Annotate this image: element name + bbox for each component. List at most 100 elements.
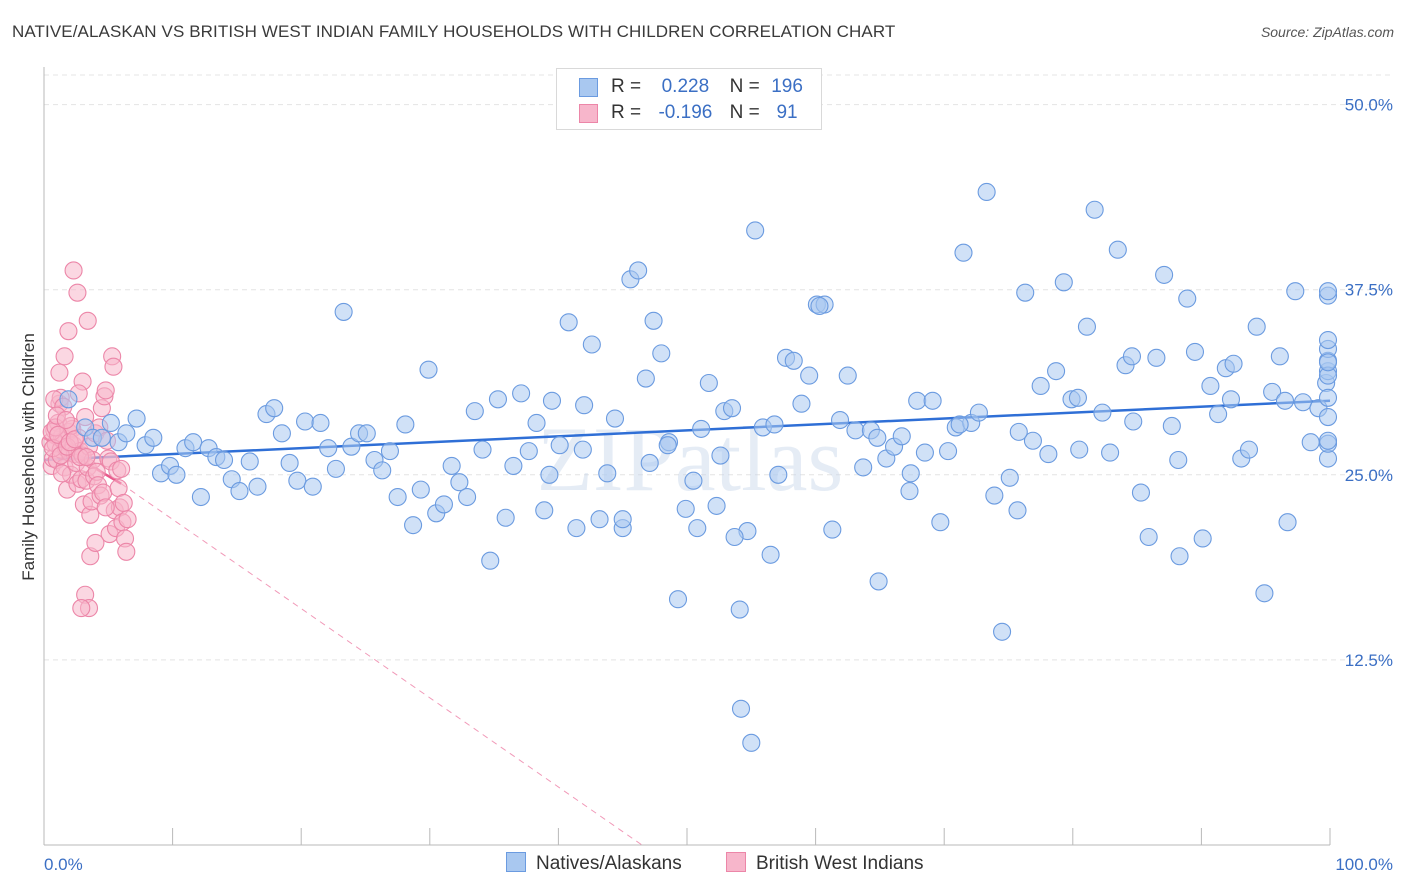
point-natives-alaskans <box>288 471 307 490</box>
point-natives-alaskans <box>901 464 920 483</box>
point-natives-alaskans <box>559 313 578 332</box>
legend-item-natives[interactable]: Natives/Alaskans <box>506 852 682 875</box>
point-natives-alaskans <box>117 424 136 443</box>
point-natives-alaskans <box>434 495 453 514</box>
point-natives-alaskans <box>550 436 569 455</box>
point-natives-alaskans <box>334 302 353 321</box>
point-natives-alaskans <box>810 296 829 316</box>
point-natives-alaskans <box>92 428 111 447</box>
y-tick-label: 50.0% <box>1345 96 1393 115</box>
point-natives-alaskans <box>1247 317 1266 336</box>
point-natives-alaskans <box>923 391 942 410</box>
point-natives-alaskans <box>636 369 655 388</box>
point-natives-alaskans <box>1162 416 1181 435</box>
y-tick-label: 25.0% <box>1345 466 1393 485</box>
x-tick-label-min: 0.0% <box>44 855 83 874</box>
point-natives-alaskans <box>1023 431 1042 450</box>
point-natives-alaskans <box>1301 433 1320 452</box>
point-natives-alaskans <box>1185 342 1205 361</box>
point-natives-alaskans <box>191 487 210 507</box>
point-natives-alaskans <box>711 446 730 465</box>
point-natives-alaskans <box>319 439 338 458</box>
grid-lines <box>44 74 1392 661</box>
series-natives-alaskans <box>59 182 1338 752</box>
point-natives-alaskans <box>1318 282 1338 301</box>
point-natives-alaskans <box>519 442 538 461</box>
legend-swatch-pink <box>579 104 598 123</box>
point-natives-alaskans <box>838 366 857 385</box>
legend-n-value: 91 <box>776 102 798 123</box>
point-natives-alaskans <box>707 496 726 515</box>
point-natives-alaskans <box>465 402 484 421</box>
point-natives-alaskans <box>1170 547 1189 566</box>
point-natives-alaskans <box>1008 501 1027 520</box>
stats-legend: R = 0.228 N = 196 R = -0.196 N = 91 <box>556 68 822 130</box>
point-natives-alaskans <box>931 513 950 532</box>
point-natives-alaskans <box>644 311 663 330</box>
point-natives-alaskans <box>640 453 659 473</box>
point-natives-alaskans <box>240 452 259 471</box>
legend-item-british[interactable]: British West Indians <box>726 852 924 875</box>
point-natives-alaskans <box>846 421 865 440</box>
point-natives-alaskans <box>311 413 330 433</box>
point-natives-alaskans <box>658 436 677 455</box>
point-natives-alaskans <box>342 437 361 456</box>
point-natives-alaskans <box>280 453 299 473</box>
point-natives-alaskans <box>144 428 163 447</box>
point-natives-alaskans <box>1278 513 1297 532</box>
point-natives-alaskans <box>1255 584 1274 603</box>
point-british-west-indians <box>77 447 96 467</box>
point-natives-alaskans <box>1122 347 1142 366</box>
point-british-west-indians <box>104 357 123 376</box>
point-british-west-indians <box>112 459 131 478</box>
point-natives-alaskans <box>800 366 819 385</box>
point-british-west-indians <box>50 363 69 382</box>
point-natives-alaskans <box>699 373 718 393</box>
point-natives-alaskans <box>326 459 345 478</box>
point-natives-alaskans <box>823 520 842 539</box>
point-natives-alaskans <box>684 471 703 490</box>
point-natives-alaskans <box>629 261 648 280</box>
point-natives-alaskans <box>357 424 376 443</box>
point-natives-alaskans <box>1239 440 1259 459</box>
point-natives-alaskans <box>167 465 186 484</box>
point-natives-alaskans <box>127 409 146 428</box>
point-natives-alaskans <box>993 622 1012 641</box>
point-natives-alaskans <box>540 465 559 484</box>
point-natives-alaskans <box>1275 391 1295 410</box>
point-natives-alaskans <box>977 182 996 202</box>
legend-label-british: British West Indians <box>756 853 924 874</box>
point-natives-alaskans <box>481 551 500 570</box>
point-british-west-indians <box>65 430 84 449</box>
point-natives-alaskans <box>59 390 78 409</box>
tick-labels: 12.5% 25.0% 37.5% 50.0% 0.0% 100.0% <box>44 96 1393 874</box>
point-natives-alaskans <box>725 527 744 547</box>
point-natives-alaskans <box>1193 529 1212 548</box>
point-natives-alaskans <box>1147 348 1166 367</box>
legend-r-value: 0.228 <box>661 76 710 97</box>
point-natives-alaskans <box>761 545 780 564</box>
point-natives-alaskans <box>985 486 1004 505</box>
legend-label-natives: Natives/Alaskans <box>536 853 682 874</box>
point-british-west-indians <box>96 381 115 400</box>
point-natives-alaskans <box>954 243 973 262</box>
point-natives-alaskans <box>939 442 958 461</box>
point-natives-alaskans <box>214 450 234 470</box>
legend-swatch-blue <box>579 78 598 97</box>
point-natives-alaskans <box>1101 443 1120 462</box>
point-natives-alaskans <box>742 733 761 752</box>
point-natives-alaskans <box>598 464 617 483</box>
point-natives-alaskans <box>1077 317 1096 336</box>
point-natives-alaskans <box>605 409 625 428</box>
point-natives-alaskans <box>265 399 284 418</box>
point-natives-alaskans <box>1054 273 1073 292</box>
point-natives-alaskans <box>1093 403 1112 422</box>
point-natives-alaskans <box>652 344 671 363</box>
point-natives-alaskans <box>380 442 399 461</box>
point-natives-alaskans <box>373 461 392 480</box>
point-natives-alaskans <box>692 419 711 438</box>
point-natives-alaskans <box>296 412 315 431</box>
point-natives-alaskans <box>676 499 695 518</box>
point-natives-alaskans <box>892 427 911 446</box>
point-natives-alaskans <box>535 501 554 520</box>
